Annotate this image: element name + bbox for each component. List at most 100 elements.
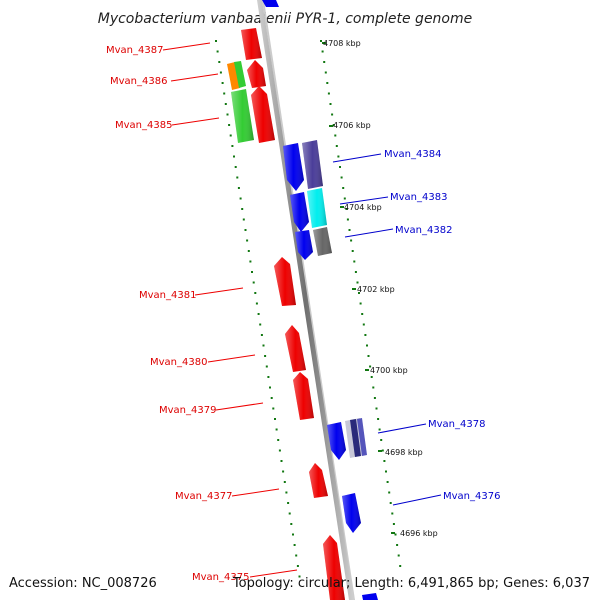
gene-mvan-4375[interactable] — [323, 535, 345, 600]
gene-arrow-partial[interactable] — [262, 0, 279, 7]
guide-dot — [369, 365, 372, 368]
guide-dot — [385, 470, 387, 473]
gene-label-mvan-4378[interactable]: Mvan_4378 — [428, 419, 485, 430]
tick-label: 4700 kbp — [370, 366, 408, 375]
guide-dot — [343, 197, 346, 200]
gene-mvan-4376[interactable] — [342, 493, 361, 533]
guide-dot — [298, 575, 301, 578]
guide-dot — [246, 239, 249, 242]
guide-dot — [329, 103, 332, 105]
tick: 4706 kbp — [329, 121, 371, 130]
gene-mvan-4382[interactable] — [295, 227, 332, 260]
guide-dot — [251, 271, 253, 273]
guide-dot — [287, 502, 290, 504]
guide-dot — [290, 523, 293, 525]
guide-dot — [364, 334, 367, 336]
guide-dot — [288, 512, 291, 515]
forward-genes — [227, 28, 345, 600]
gene-mvan-4384[interactable] — [283, 140, 323, 191]
guide-dot — [331, 113, 334, 116]
tick: 4704 kbp — [340, 203, 382, 212]
guide-dot — [334, 134, 337, 137]
gene-mvan-4386[interactable] — [227, 60, 266, 90]
guide-dot — [247, 250, 250, 252]
guide-dot — [254, 292, 257, 294]
topology-info-text: Topology: circular; Length: 6,491,865 bp… — [232, 576, 590, 591]
guide-dot — [257, 313, 260, 315]
gene-mvan-4381[interactable] — [274, 257, 296, 306]
guide-dot — [293, 544, 296, 546]
guide-dot — [229, 134, 232, 137]
guide-dot — [224, 103, 227, 105]
guide-dot — [244, 229, 247, 231]
gene-mvan-4387[interactable] — [241, 28, 262, 60]
tick: 4708 kbp — [322, 39, 361, 48]
guide-dot — [348, 229, 351, 231]
guide-dot — [321, 50, 324, 53]
gene-label-mvan-4382[interactable]: Mvan_4382 — [395, 225, 452, 236]
backbone-line — [257, 0, 354, 600]
guide-dot — [378, 428, 381, 431]
accession-text: Accession: NC_008726 — [9, 576, 157, 591]
guide-dot — [280, 460, 283, 462]
gene-label-mvan-4384[interactable]: Mvan_4384 — [384, 149, 441, 160]
guide-dot — [241, 208, 244, 210]
gene-label-mvan-4383[interactable]: Mvan_4383 — [390, 192, 447, 203]
guide-dot — [320, 40, 322, 42]
tick: 4698 kbp — [378, 448, 423, 457]
gene-label-mvan-4385[interactable]: Mvan_4385 — [115, 120, 172, 131]
guide-dot — [216, 50, 219, 53]
guide-dot — [285, 491, 288, 494]
guide-dot — [242, 218, 245, 221]
guide-dot — [269, 386, 271, 389]
guide-dot — [272, 407, 275, 410]
guide-dot — [367, 355, 370, 357]
guide-dot — [270, 397, 273, 399]
guide-dot — [380, 439, 383, 441]
guide-dot — [340, 176, 343, 179]
gene-label-mvan-4380[interactable]: Mvan_4380 — [150, 357, 207, 368]
tick-label: 4698 kbp — [385, 448, 423, 457]
guide-dot — [259, 323, 262, 326]
guide-dot — [327, 92, 330, 95]
guide-dot — [249, 260, 252, 263]
guide-dot — [295, 554, 298, 557]
guide-dot — [386, 481, 389, 483]
gene-mvan-4378[interactable] — [327, 418, 367, 460]
gene-mvan-4383[interactable] — [290, 188, 327, 232]
gene-label-mvan-4381[interactable]: Mvan_4381 — [139, 290, 196, 301]
guide-dot — [237, 187, 240, 189]
guide-dot — [381, 449, 384, 452]
guide-dot — [260, 334, 263, 336]
guide-dot — [346, 218, 349, 221]
guide-dot — [228, 124, 231, 126]
guide-dot — [354, 271, 357, 273]
gene-label-mvan-4377[interactable]: Mvan_4377 — [175, 491, 232, 502]
guide-dot — [373, 397, 376, 399]
gene-arrow-partial[interactable] — [362, 593, 378, 600]
gene-label-mvan-4386[interactable]: Mvan_4386 — [110, 76, 167, 87]
guide-dot — [375, 407, 378, 410]
guide-dot — [359, 302, 362, 305]
guide-dot — [366, 344, 368, 347]
guide-dot — [282, 470, 285, 473]
gene-label-mvan-4379[interactable]: Mvan_4379 — [159, 405, 216, 416]
guide-dot — [223, 92, 226, 95]
guide-dot — [361, 313, 364, 315]
gene-mvan-4380[interactable] — [285, 325, 306, 372]
guide-dot — [218, 61, 221, 63]
guide-dot — [397, 554, 400, 557]
gene-mvan-4385[interactable] — [231, 86, 275, 143]
tick: 4700 kbp — [365, 366, 408, 375]
guide-dot — [394, 533, 397, 536]
gene-mvan-4379[interactable] — [293, 372, 314, 420]
gene-label-mvan-4375[interactable]: Mvan_4375 — [192, 572, 249, 583]
guide-dot — [215, 40, 217, 42]
gene-mvan-4377[interactable] — [309, 463, 328, 498]
guide-dot — [389, 502, 392, 504]
guide-dot — [277, 439, 280, 441]
gene-label-mvan-4376[interactable]: Mvan_4376 — [443, 491, 500, 502]
guide-dot — [356, 281, 359, 284]
gene-label-mvan-4387[interactable]: Mvan_4387 — [106, 45, 163, 56]
